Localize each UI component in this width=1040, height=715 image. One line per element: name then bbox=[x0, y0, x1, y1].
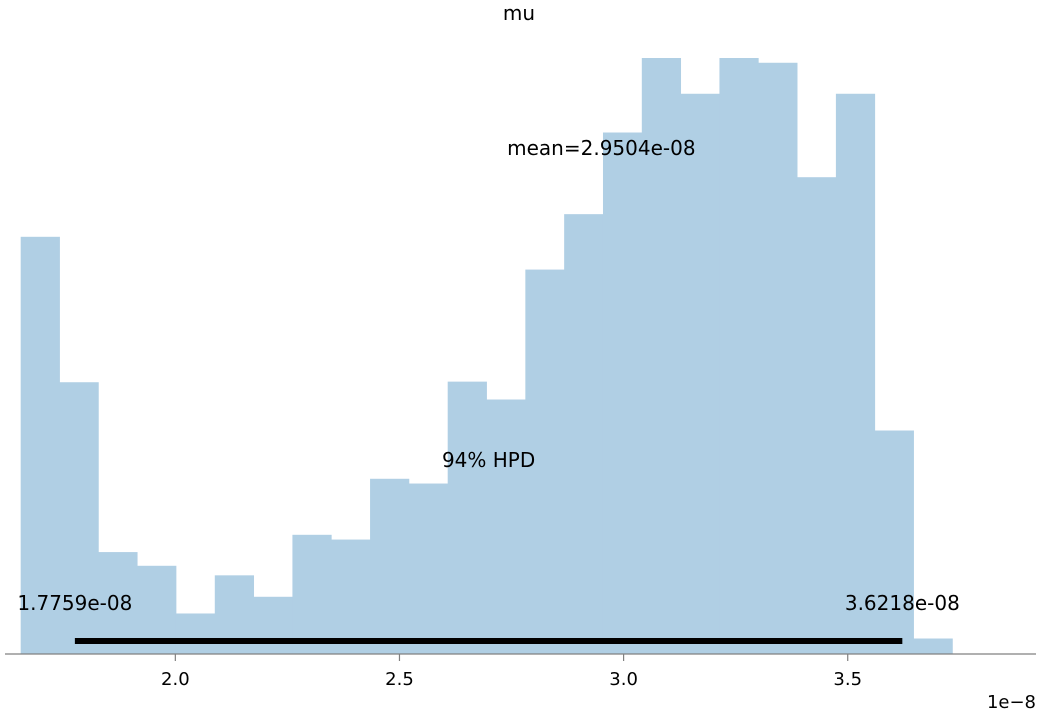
histogram-bar bbox=[874, 430, 914, 654]
histogram-bar bbox=[641, 58, 682, 654]
histogram-bar bbox=[835, 93, 876, 654]
histogram-bars bbox=[20, 58, 953, 655]
histogram-bar bbox=[913, 638, 953, 654]
x-tick-label: 3.0 bbox=[609, 669, 638, 690]
x-axis-offset-label: 1e−8 bbox=[987, 692, 1036, 713]
histogram-bar bbox=[797, 177, 837, 654]
histogram-bar bbox=[719, 58, 759, 654]
chart-title: mu bbox=[503, 1, 535, 25]
mean-annotation: mean=2.9504e-08 bbox=[507, 136, 695, 160]
histogram-bar bbox=[447, 381, 487, 654]
histogram-bar bbox=[370, 478, 410, 654]
histogram-bar bbox=[408, 483, 449, 654]
hpd-high-label: 3.6218e-08 bbox=[845, 591, 960, 615]
histogram-bar bbox=[59, 382, 99, 654]
x-tick-label: 3.5 bbox=[833, 669, 862, 690]
hpd-label: 94% HPD bbox=[442, 448, 535, 472]
hpd-low-label: 1.7759e-08 bbox=[17, 591, 132, 615]
histogram-bar bbox=[253, 596, 293, 654]
histogram-bar bbox=[680, 93, 720, 654]
histogram-bar bbox=[98, 552, 138, 654]
histogram-bar bbox=[564, 214, 604, 654]
histogram-bar bbox=[525, 269, 565, 654]
histogram-bar bbox=[602, 132, 643, 654]
histogram-bar bbox=[758, 62, 798, 654]
histogram-bar bbox=[331, 539, 371, 654]
histogram-bar bbox=[175, 613, 216, 654]
x-tick-label: 2.5 bbox=[385, 669, 414, 690]
histogram-bar bbox=[292, 534, 332, 654]
histogram-bar bbox=[20, 236, 60, 655]
x-tick-label: 2.0 bbox=[161, 669, 190, 690]
x-axis-ticks: 2.0 2.5 3.0 3.5 bbox=[161, 654, 862, 690]
histogram-bar bbox=[486, 399, 526, 654]
